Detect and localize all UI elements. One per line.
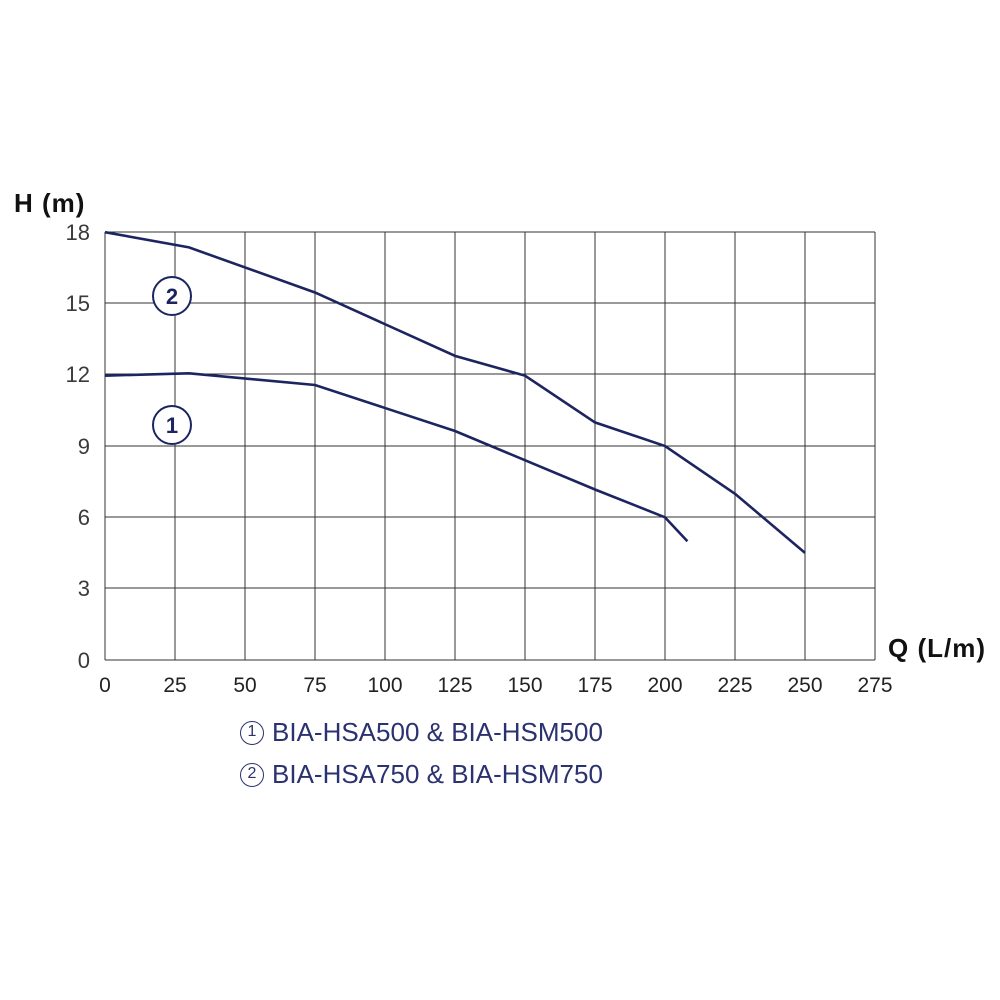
svg-text:50: 50 [233,674,256,697]
legend-label-2: BIA-HSA750 & BIA-HSM750 [272,758,603,792]
legend-marker-2: 2 [240,763,264,787]
svg-text:100: 100 [367,674,402,697]
curve-series-1 [105,373,687,541]
svg-text:3: 3 [78,576,90,601]
svg-text:1: 1 [166,413,178,438]
curve-marker-1: 1 [153,406,191,444]
svg-text:25: 25 [163,674,186,697]
svg-text:6: 6 [78,505,90,530]
svg-text:2: 2 [166,284,178,309]
svg-text:15: 15 [66,291,90,316]
svg-text:125: 125 [437,674,472,697]
svg-text:75: 75 [303,674,326,697]
y-axis-ticks: 18 15 12 9 6 3 0 [66,220,90,673]
legend-item-1: 1 BIA-HSA500 & BIA-HSM500 [240,716,860,750]
pump-curve-chart: H (m) Q (L/m) [0,0,1000,1000]
svg-text:18: 18 [66,220,90,245]
legend-marker-1: 1 [240,721,264,745]
svg-text:275: 275 [857,674,892,697]
svg-text:250: 250 [787,674,822,697]
svg-text:0: 0 [99,674,111,697]
chart-legend: 1 BIA-HSA500 & BIA-HSM500 2 BIA-HSA750 &… [240,716,860,800]
svg-text:150: 150 [507,674,542,697]
svg-text:225: 225 [717,674,752,697]
legend-item-2: 2 BIA-HSA750 & BIA-HSM750 [240,758,860,792]
svg-text:0: 0 [78,648,90,673]
svg-text:175: 175 [577,674,612,697]
chart-plot-area: 18 15 12 9 6 3 0 0 25 50 75 100 125 150 … [0,0,1000,1000]
x-axis-ticks: 0 25 50 75 100 125 150 175 200 225 250 2… [99,674,892,697]
legend-label-1: BIA-HSA500 & BIA-HSM500 [272,716,603,750]
svg-text:200: 200 [647,674,682,697]
svg-text:12: 12 [66,362,90,387]
svg-text:9: 9 [78,434,90,459]
curve-marker-2: 2 [153,277,191,315]
